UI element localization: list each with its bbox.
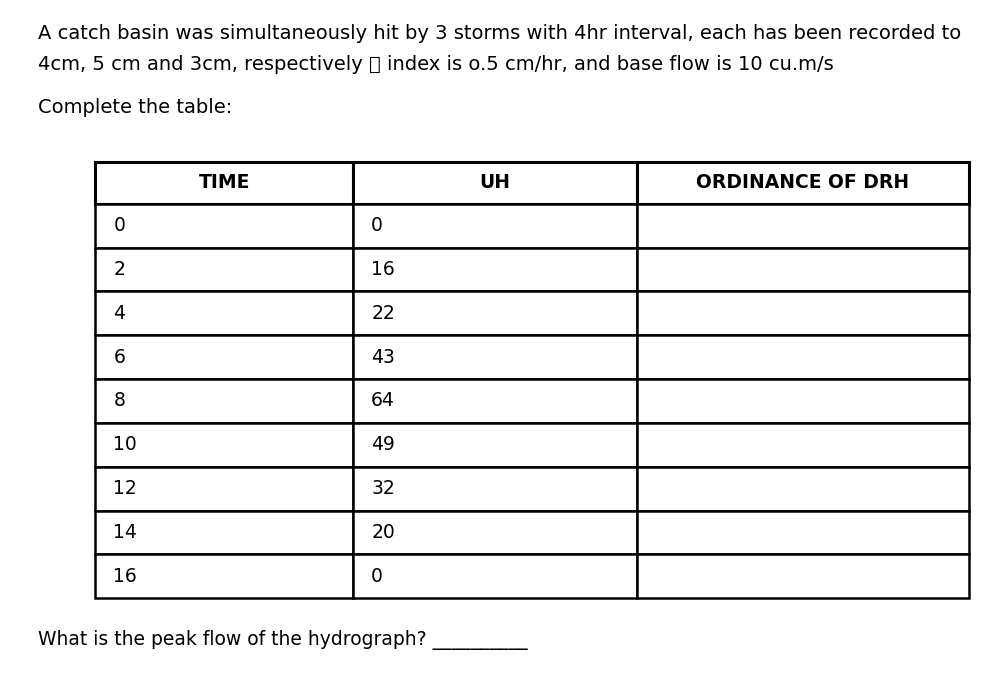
Bar xyxy=(636,423,968,466)
Text: A catch basin was simultaneously hit by 3 storms with 4hr interval, each has bee: A catch basin was simultaneously hit by … xyxy=(38,24,961,43)
Bar xyxy=(353,379,636,423)
Bar xyxy=(95,291,353,335)
Text: 0: 0 xyxy=(371,216,382,235)
Text: 49: 49 xyxy=(371,435,394,454)
Text: 43: 43 xyxy=(371,347,394,366)
Bar xyxy=(353,423,636,466)
Text: 8: 8 xyxy=(113,391,125,410)
Bar xyxy=(353,510,636,554)
Bar xyxy=(636,510,968,554)
Bar xyxy=(636,379,968,423)
Bar xyxy=(636,203,968,247)
Bar xyxy=(95,554,353,598)
Bar xyxy=(353,291,636,335)
Text: TIME: TIME xyxy=(199,174,250,193)
Text: ORDINANCE OF DRH: ORDINANCE OF DRH xyxy=(696,174,909,193)
Text: 12: 12 xyxy=(113,479,137,498)
Bar xyxy=(95,510,353,554)
Text: 10: 10 xyxy=(113,435,137,454)
Bar xyxy=(353,335,636,379)
Bar xyxy=(636,291,968,335)
Text: 2: 2 xyxy=(113,260,125,279)
Text: 0: 0 xyxy=(113,216,125,235)
Text: 14: 14 xyxy=(113,523,137,542)
Text: UH: UH xyxy=(479,174,510,193)
Bar xyxy=(95,335,353,379)
Text: 22: 22 xyxy=(371,304,394,322)
Text: What is the peak flow of the hydrograph? __________: What is the peak flow of the hydrograph?… xyxy=(38,630,528,650)
Bar xyxy=(636,162,968,203)
Bar xyxy=(95,162,353,203)
Bar xyxy=(636,466,968,510)
Text: 16: 16 xyxy=(371,260,394,279)
Text: 32: 32 xyxy=(371,479,394,498)
Text: 4cm, 5 cm and 3cm, respectively ⓘ index is o.5 cm/hr, and base flow is 10 cu.m/s: 4cm, 5 cm and 3cm, respectively ⓘ index … xyxy=(38,55,833,74)
Bar xyxy=(95,203,353,247)
Bar xyxy=(353,203,636,247)
Bar xyxy=(353,247,636,291)
Bar xyxy=(353,466,636,510)
Text: 4: 4 xyxy=(113,304,125,322)
Text: Complete the table:: Complete the table: xyxy=(38,98,232,117)
Bar xyxy=(636,335,968,379)
Text: 16: 16 xyxy=(113,567,137,586)
Text: 20: 20 xyxy=(371,523,394,542)
Bar xyxy=(353,554,636,598)
Bar xyxy=(95,379,353,423)
Bar xyxy=(95,466,353,510)
Text: 64: 64 xyxy=(371,391,394,410)
Bar xyxy=(636,554,968,598)
Bar xyxy=(636,247,968,291)
Text: 0: 0 xyxy=(371,567,382,586)
Bar xyxy=(95,247,353,291)
Text: 6: 6 xyxy=(113,347,125,366)
Bar xyxy=(353,162,636,203)
Bar xyxy=(95,423,353,466)
